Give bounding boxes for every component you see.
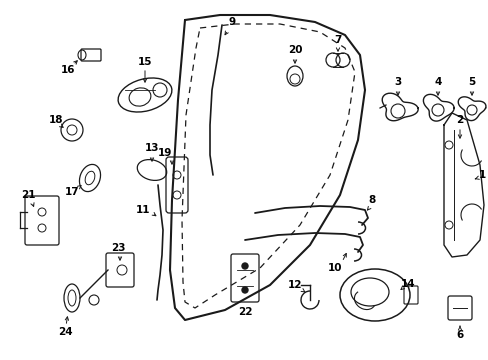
Text: 14: 14 [400, 279, 414, 289]
Text: 3: 3 [393, 77, 401, 87]
Text: 19: 19 [158, 148, 172, 158]
Text: 6: 6 [455, 330, 463, 340]
Text: 7: 7 [334, 35, 341, 45]
Text: 20: 20 [287, 45, 302, 55]
Text: 9: 9 [228, 17, 235, 27]
Text: 5: 5 [468, 77, 475, 87]
Text: 12: 12 [287, 280, 302, 290]
Text: 18: 18 [49, 115, 63, 125]
Text: 15: 15 [138, 57, 152, 67]
Text: 24: 24 [58, 327, 72, 337]
Circle shape [242, 263, 247, 269]
Text: 11: 11 [136, 205, 150, 215]
Text: 8: 8 [367, 195, 375, 205]
Text: 22: 22 [237, 307, 252, 317]
Text: 2: 2 [455, 115, 463, 125]
Text: 17: 17 [64, 187, 79, 197]
Text: 23: 23 [110, 243, 125, 253]
Text: 21: 21 [20, 190, 35, 200]
Text: 1: 1 [477, 170, 485, 180]
Circle shape [242, 287, 247, 293]
Text: 13: 13 [144, 143, 159, 153]
Text: 16: 16 [61, 65, 75, 75]
Text: 10: 10 [327, 263, 342, 273]
Text: 4: 4 [433, 77, 441, 87]
